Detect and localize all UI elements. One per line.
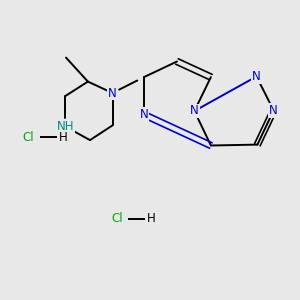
Text: N: N	[140, 108, 148, 121]
Text: N: N	[252, 70, 261, 83]
Text: N: N	[190, 104, 199, 118]
Text: NH: NH	[57, 120, 74, 133]
Text: H: H	[147, 212, 156, 226]
Text: Cl: Cl	[23, 130, 34, 144]
Text: Cl: Cl	[111, 212, 123, 226]
Text: H: H	[58, 130, 68, 144]
Text: N: N	[269, 104, 278, 117]
Text: N: N	[108, 86, 117, 100]
